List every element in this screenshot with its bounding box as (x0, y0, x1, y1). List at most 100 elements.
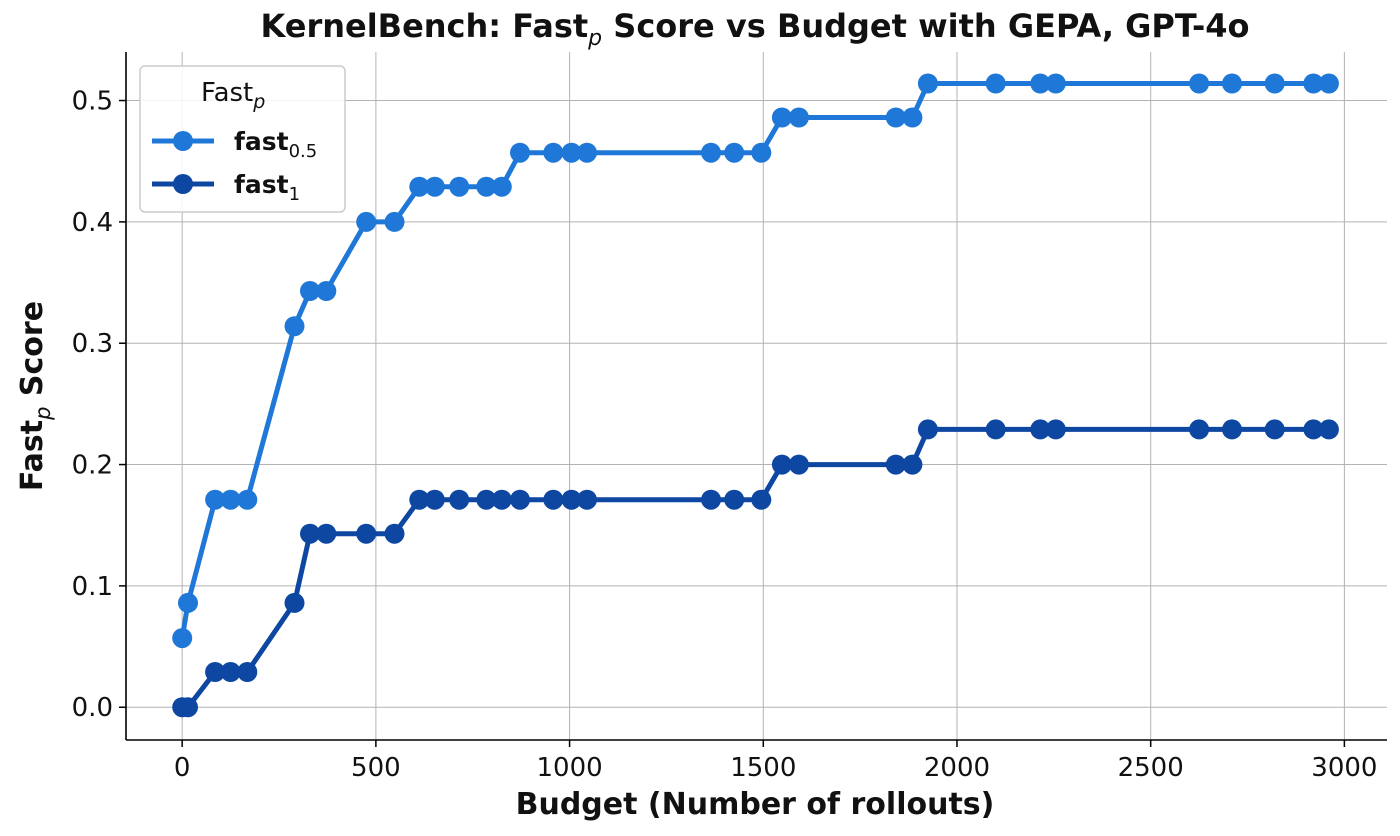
chart-title: KernelBench: Fastp Score vs Budget with … (261, 7, 1250, 51)
x-axis-label: Budget (Number of rollouts) (516, 787, 995, 822)
data-point (771, 107, 792, 128)
x-tick-label: 2000 (924, 753, 990, 783)
data-point (237, 662, 258, 682)
data-point (561, 489, 582, 510)
legend-title: Fastp (201, 78, 265, 113)
data-point (1222, 419, 1242, 440)
data-point (178, 697, 198, 718)
data-point (885, 107, 906, 128)
data-point (491, 176, 512, 197)
series-fast-0-5 (172, 73, 1339, 649)
data-point (1318, 419, 1339, 440)
data-point (985, 419, 1006, 440)
data-point (356, 211, 377, 232)
data-point (316, 523, 337, 544)
data-point (300, 523, 320, 544)
data-point (384, 523, 405, 544)
data-point (409, 176, 430, 197)
data-point (424, 489, 445, 510)
y-tick-label: 0.5 (72, 87, 113, 117)
data-point (788, 107, 809, 128)
data-point (476, 176, 497, 197)
data-point (491, 489, 512, 510)
y-tick-label: 0.4 (72, 208, 113, 238)
data-point (1030, 419, 1051, 440)
data-point (561, 142, 582, 163)
data-point (220, 489, 241, 510)
data-point (885, 454, 906, 475)
x-tick-label: 1500 (730, 753, 796, 783)
data-point (701, 489, 721, 510)
data-point (917, 419, 938, 440)
data-point (917, 73, 938, 94)
data-point (543, 142, 564, 163)
data-point (237, 489, 258, 510)
data-point (902, 107, 923, 128)
data-point (1264, 73, 1285, 94)
x-tick-label: 1000 (536, 753, 602, 783)
legend-label-fast-1: fast1 (234, 170, 300, 205)
data-point (205, 662, 226, 682)
data-point (788, 454, 809, 475)
data-point (577, 142, 597, 163)
x-tick-label: 2500 (1118, 753, 1184, 783)
legend: Fastp fast0.5 fast1 (139, 65, 346, 213)
legend-marker-fast-0-5 (173, 131, 193, 151)
legend-item-fast-1: fast1 (152, 170, 300, 205)
data-point (1045, 419, 1066, 440)
data-point (1303, 419, 1324, 440)
data-point (510, 142, 530, 163)
legend-box (139, 65, 346, 213)
x-tick-label: 3000 (1311, 753, 1377, 783)
x-tick-label: 500 (351, 753, 401, 783)
data-point (751, 142, 772, 163)
data-point (724, 489, 745, 510)
data-point (1318, 73, 1339, 94)
data-point (409, 489, 430, 510)
legend-item-fast-0-5: fast0.5 (152, 127, 317, 162)
data-point (476, 489, 497, 510)
data-point (316, 281, 337, 301)
data-point (284, 316, 305, 337)
legend-marker-fast-1 (173, 174, 193, 194)
data-point (172, 628, 193, 649)
data-point (284, 592, 305, 613)
data-point (701, 142, 721, 163)
y-axis-ticks: 0.0 0.1 0.2 0.3 0.4 0.5 (72, 87, 126, 723)
data-point (577, 489, 597, 510)
legend-label-fast-0-5: fast0.5 (234, 127, 317, 162)
data-point (1030, 73, 1051, 94)
data-point (902, 454, 923, 475)
x-axis-ticks: 0 500 1000 1500 2000 2500 3000 (174, 740, 1377, 783)
data-point (510, 489, 530, 510)
data-point (1303, 73, 1324, 94)
x-tick-label: 0 (174, 753, 191, 783)
data-point (1264, 419, 1285, 440)
grid (126, 52, 1387, 740)
data-point (1189, 419, 1210, 440)
data-point (356, 523, 377, 544)
series-line (182, 426, 1329, 710)
data-point (300, 281, 320, 301)
y-axis-label: Fastp Score (15, 301, 55, 491)
data-point (1189, 73, 1210, 94)
data-point (449, 489, 470, 510)
data-point (424, 176, 445, 197)
data-point (724, 142, 745, 163)
data-point (771, 454, 792, 475)
data-point (205, 489, 226, 510)
data-point (220, 662, 241, 682)
data-point (384, 211, 405, 232)
data-point (543, 489, 564, 510)
y-tick-label: 0.1 (72, 572, 113, 602)
data-point (1045, 73, 1066, 94)
data-point (751, 489, 772, 510)
data-point (449, 176, 470, 197)
plot-area (172, 73, 1339, 718)
series-fast-1 (172, 419, 1339, 718)
series-line (179, 81, 1329, 639)
y-tick-label: 0.2 (72, 451, 113, 481)
data-point (178, 592, 198, 613)
y-tick-label: 0.0 (72, 693, 113, 723)
